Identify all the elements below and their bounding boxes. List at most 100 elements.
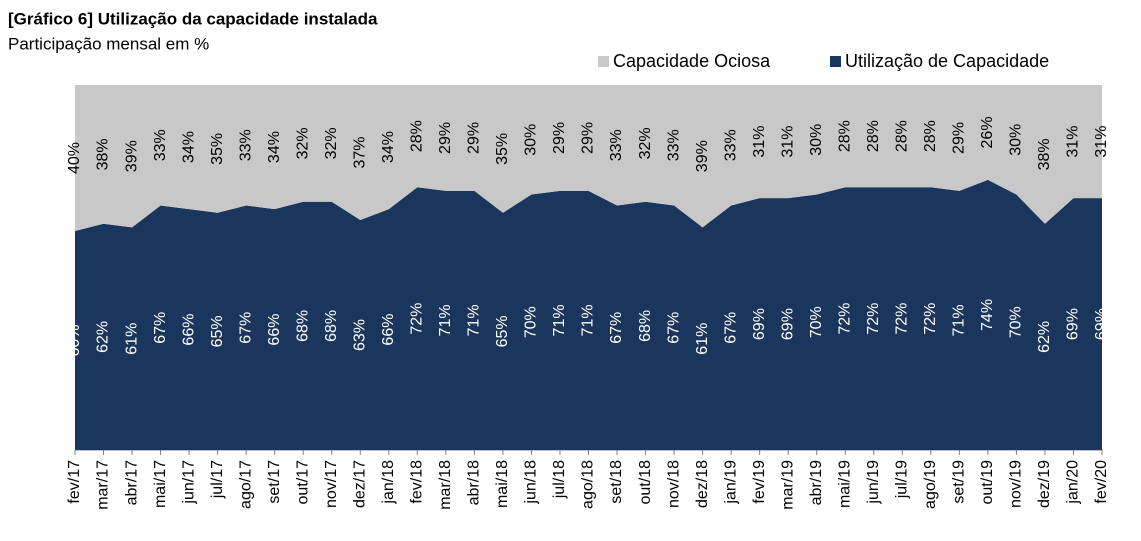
x-tick-label: abr/17 bbox=[123, 460, 140, 505]
data-label: 69% bbox=[1093, 308, 1110, 340]
data-label: 38% bbox=[1036, 138, 1053, 170]
x-tick-label: ago/19 bbox=[922, 460, 939, 509]
data-label: 33% bbox=[722, 129, 739, 161]
x-tick-label: dez/18 bbox=[694, 460, 711, 508]
data-label: 28% bbox=[865, 120, 882, 152]
x-tick-label: fev/17 bbox=[66, 460, 83, 504]
data-label: 69% bbox=[751, 308, 768, 340]
data-label: 29% bbox=[466, 122, 483, 154]
data-label: 67% bbox=[152, 312, 169, 344]
x-tick-label: jan/19 bbox=[722, 460, 739, 505]
data-label: 69% bbox=[779, 308, 796, 340]
data-label: 34% bbox=[380, 131, 397, 163]
data-label: 71% bbox=[466, 304, 483, 336]
x-tick-label: jul/19 bbox=[894, 460, 911, 499]
data-label: 39% bbox=[694, 140, 711, 172]
data-label: 69% bbox=[1065, 308, 1082, 340]
data-label: 61% bbox=[694, 323, 711, 355]
x-tick-label: out/18 bbox=[637, 460, 654, 505]
data-label: 29% bbox=[551, 122, 568, 154]
data-label: 32% bbox=[323, 127, 340, 159]
data-label: 30% bbox=[523, 124, 540, 156]
data-label: 74% bbox=[979, 299, 996, 331]
data-label: 72% bbox=[409, 303, 426, 335]
data-label: 67% bbox=[665, 312, 682, 344]
x-tick-label: out/17 bbox=[294, 460, 311, 505]
data-label: 29% bbox=[437, 122, 454, 154]
data-label: 66% bbox=[380, 314, 397, 346]
data-label: 33% bbox=[152, 129, 169, 161]
x-tick-label: mar/17 bbox=[95, 460, 112, 510]
data-label: 71% bbox=[437, 304, 454, 336]
x-tick-label: mai/19 bbox=[836, 460, 853, 508]
data-label: 62% bbox=[1036, 321, 1053, 353]
data-label: 28% bbox=[409, 120, 426, 152]
data-label: 35% bbox=[209, 133, 226, 165]
x-tick-label: jan/18 bbox=[380, 460, 397, 505]
x-tick-label: dez/17 bbox=[351, 460, 368, 508]
data-label: 72% bbox=[836, 303, 853, 335]
data-label: 37% bbox=[351, 137, 368, 169]
data-label: 66% bbox=[266, 314, 283, 346]
data-label: 39% bbox=[123, 140, 140, 172]
x-tick-label: set/18 bbox=[608, 460, 625, 504]
x-tick-label: mai/17 bbox=[152, 460, 169, 508]
x-tick-label: out/19 bbox=[979, 460, 996, 505]
legend-swatch bbox=[598, 56, 609, 67]
x-tick-label: dez/19 bbox=[1036, 460, 1053, 508]
x-tick-label: nov/17 bbox=[323, 460, 340, 508]
data-label: 33% bbox=[237, 129, 254, 161]
data-label: 28% bbox=[894, 120, 911, 152]
x-tick-label: jun/18 bbox=[523, 460, 540, 505]
legend-swatch bbox=[830, 56, 841, 67]
x-tick-label: abr/19 bbox=[808, 460, 825, 505]
legend-label: Capacidade Ociosa bbox=[613, 51, 771, 71]
data-label: 63% bbox=[351, 319, 368, 351]
data-label: 33% bbox=[665, 129, 682, 161]
data-label: 68% bbox=[294, 310, 311, 342]
data-label: 30% bbox=[1008, 124, 1025, 156]
data-label: 26% bbox=[979, 116, 996, 148]
area bbox=[75, 179, 1102, 450]
data-label: 70% bbox=[523, 306, 540, 338]
x-tick-label: jul/17 bbox=[209, 460, 226, 499]
x-tick-label: fev/19 bbox=[751, 460, 768, 504]
x-tick-label: mar/19 bbox=[779, 460, 796, 510]
data-label: 65% bbox=[209, 315, 226, 347]
data-label: 34% bbox=[180, 131, 197, 163]
data-label: 31% bbox=[779, 126, 796, 158]
area bbox=[75, 85, 1102, 231]
chart-title: [Gráfico 6] Utilização da capacidade ins… bbox=[8, 9, 378, 28]
data-label: 35% bbox=[494, 133, 511, 165]
data-label: 32% bbox=[637, 127, 654, 159]
x-tick-label: set/19 bbox=[951, 460, 968, 504]
data-label: 28% bbox=[922, 120, 939, 152]
data-label: 68% bbox=[637, 310, 654, 342]
data-label: 29% bbox=[951, 122, 968, 154]
data-label: 62% bbox=[95, 321, 112, 353]
data-label: 71% bbox=[551, 304, 568, 336]
data-label: 72% bbox=[894, 303, 911, 335]
data-label: 65% bbox=[494, 315, 511, 347]
x-tick-label: fev/18 bbox=[409, 460, 426, 504]
data-label: 31% bbox=[1093, 126, 1110, 158]
data-label: 67% bbox=[608, 312, 625, 344]
x-tick-label: jan/20 bbox=[1065, 460, 1082, 505]
data-label: 70% bbox=[1008, 306, 1025, 338]
x-tick-label: jun/17 bbox=[180, 460, 197, 505]
data-label: 67% bbox=[722, 312, 739, 344]
data-label: 40% bbox=[66, 142, 83, 174]
data-label: 38% bbox=[95, 138, 112, 170]
chart-subtitle: Participação mensal em % bbox=[8, 34, 209, 53]
x-tick-label: mar/18 bbox=[437, 460, 454, 510]
data-label: 32% bbox=[294, 127, 311, 159]
x-tick-label: jun/19 bbox=[865, 460, 882, 505]
x-tick-label: nov/19 bbox=[1008, 460, 1025, 508]
data-label: 71% bbox=[580, 304, 597, 336]
data-label: 60% bbox=[66, 324, 83, 356]
data-label: 72% bbox=[865, 303, 882, 335]
data-label: 28% bbox=[836, 120, 853, 152]
x-tick-label: mai/18 bbox=[494, 460, 511, 508]
